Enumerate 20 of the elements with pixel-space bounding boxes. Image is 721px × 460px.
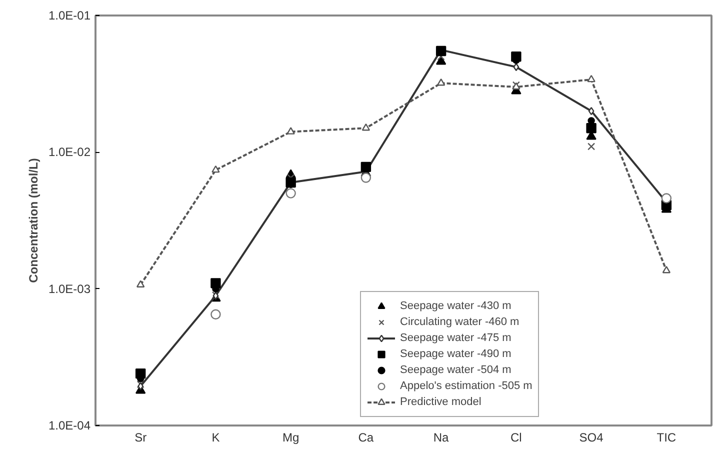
x-tick-label: SO4 — [579, 430, 604, 444]
legend-label: Seepage water -504 m — [400, 363, 512, 378]
x-tick-label: Cl — [510, 430, 522, 444]
legend-label: Seepage water -475 m — [400, 331, 512, 346]
legend-label: Seepage water -490 m — [400, 347, 512, 362]
x-tick-label: Sr — [134, 430, 147, 444]
legend-label: Predictive model — [400, 395, 482, 410]
y-tick-label: 1.0E-03 — [48, 282, 91, 296]
x-tick-label: Na — [433, 430, 450, 444]
x-tick-label: Ca — [358, 430, 374, 444]
x-tick-label: K — [212, 430, 220, 444]
y-tick-label: 1.0E-04 — [48, 418, 91, 432]
x-tick-label: TIC — [656, 430, 676, 444]
legend-label: Appelo's estimation -505 m — [400, 379, 532, 394]
y-axis-title: Concentration (mol/L) — [26, 158, 40, 283]
y-tick-label: 1.0E-01 — [48, 8, 91, 22]
legend-label: Circulating water -460 m — [400, 315, 520, 330]
y-tick-label: 1.0E-02 — [48, 145, 91, 160]
x-tick-label: Mg — [282, 430, 300, 444]
legend-label: Seepage water -430 m — [400, 299, 512, 314]
